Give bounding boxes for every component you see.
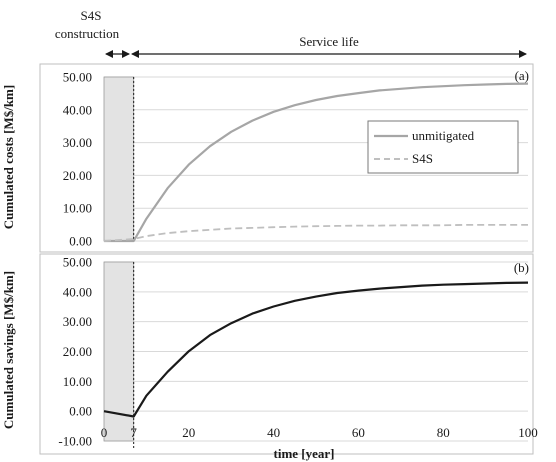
y-tick-label: 0.00 — [69, 234, 92, 249]
construction-label-line1: S4S — [81, 8, 102, 23]
y-tick-label: -10.00 — [58, 434, 92, 449]
x-tick-label: 60 — [352, 425, 365, 440]
y-tick-label: 0.00 — [69, 404, 92, 419]
panel-b-tag: (b) — [514, 260, 529, 275]
y-tick-label: 10.00 — [63, 374, 92, 389]
y-tick-label: 30.00 — [63, 135, 92, 150]
x-tick-label: 20 — [182, 425, 195, 440]
panel-frame-bottom — [39, 253, 534, 455]
panel-a-construction-shade — [103, 76, 135, 242]
x-tick-label: 0 — [101, 425, 108, 440]
panel-frame-top — [39, 63, 534, 253]
panel-a-y-axis-label: Cumulated costs [M$/km] — [1, 85, 16, 229]
panel-a-series — [103, 82, 529, 243]
series-line-unmitigated — [104, 82, 529, 243]
y-tick-label: 40.00 — [63, 102, 92, 117]
legend: unmitigated S4S — [367, 120, 519, 174]
series-line-b-0 — [103, 281, 529, 418]
y-tick-label: 20.00 — [63, 168, 92, 183]
panel-b-x-ticks: 0 7 20 40 60 80 100 — [101, 425, 538, 440]
x-tick-label: 40 — [267, 425, 280, 440]
panel-b-grid — [104, 261, 528, 442]
panel-b-y-axis-label: Cumulated savings [M$/km] — [1, 271, 16, 429]
panel-b-y-ticks: -10.00 0.00 10.00 20.00 30.00 40.00 50.00 — [58, 255, 92, 449]
y-tick-label: 40.00 — [63, 284, 92, 299]
panel-a: 0.00 10.00 20.00 30.00 40.00 50.00 (a) Cumula… — [1, 68, 529, 249]
y-tick-label: 20.00 — [63, 344, 92, 359]
x-axis-label: time [year] — [274, 446, 335, 461]
service-life-label: Service life — [299, 34, 359, 49]
series-line-s4s — [103, 224, 528, 242]
y-tick-label: 10.00 — [63, 201, 92, 216]
panel-a-y-ticks: 0.00 10.00 20.00 30.00 40.00 50.00 — [63, 70, 92, 249]
legend-label-unmitigated: unmitigated — [412, 128, 475, 143]
y-tick-label: 50.00 — [63, 255, 92, 270]
x-tick-label: 7 — [130, 425, 137, 440]
panel-b: -10.00 0.00 10.00 20.00 30.00 40.00 50.00 0 7 20… — [1, 255, 538, 462]
construction-label-line2: construction — [55, 26, 120, 41]
x-tick-label: 80 — [437, 425, 450, 440]
x-tick-label: 100 — [518, 425, 538, 440]
y-tick-label: 30.00 — [63, 314, 92, 329]
y-tick-label: 50.00 — [63, 70, 92, 85]
legend-box — [367, 120, 519, 174]
legend-label-s4s: S4S — [412, 151, 433, 166]
panel-b-series — [103, 281, 529, 418]
panel-a-tag: (a) — [515, 68, 529, 83]
